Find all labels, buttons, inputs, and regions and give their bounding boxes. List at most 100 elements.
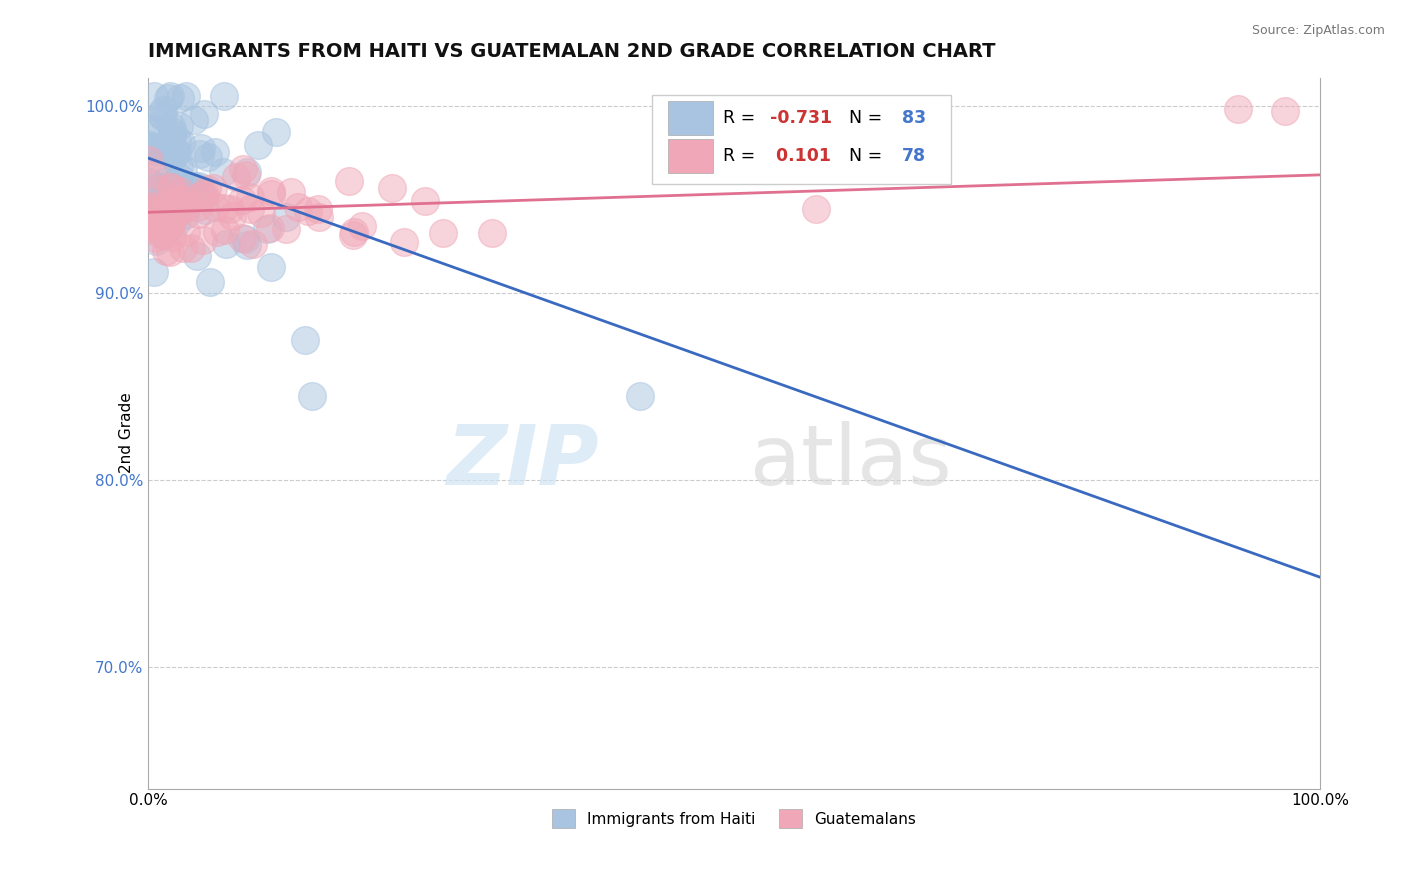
Point <box>138 175 160 189</box>
Point <box>138 140 160 154</box>
Text: N =: N = <box>838 147 889 165</box>
Point <box>142 218 165 232</box>
Point <box>337 174 360 188</box>
Point <box>162 181 184 195</box>
Point <box>159 119 181 133</box>
Point <box>174 199 197 213</box>
Point <box>193 189 215 203</box>
Point <box>174 208 197 222</box>
Point <box>246 138 269 153</box>
Text: Source: ZipAtlas.com: Source: ZipAtlas.com <box>1251 24 1385 37</box>
Point <box>187 200 209 214</box>
Point <box>152 110 174 124</box>
Point <box>190 140 212 154</box>
Text: 0.101: 0.101 <box>770 147 831 165</box>
Point <box>193 107 215 121</box>
Point <box>149 107 172 121</box>
Point <box>160 187 183 202</box>
Point <box>212 89 235 103</box>
Point <box>160 216 183 230</box>
Point <box>174 89 197 103</box>
Point <box>167 170 190 185</box>
Text: -0.731: -0.731 <box>770 110 832 128</box>
Point <box>162 150 184 164</box>
Point <box>143 222 166 236</box>
Point <box>308 211 330 225</box>
Point <box>152 103 174 118</box>
Point <box>350 219 373 233</box>
Point <box>184 178 207 193</box>
Text: IMMIGRANTS FROM HAITI VS GUATEMALAN 2ND GRADE CORRELATION CHART: IMMIGRANTS FROM HAITI VS GUATEMALAN 2ND … <box>148 42 995 61</box>
Point <box>193 233 215 247</box>
FancyBboxPatch shape <box>668 102 713 136</box>
Point <box>187 207 209 221</box>
Point <box>232 161 254 176</box>
Point <box>150 190 173 204</box>
Point <box>180 241 202 255</box>
Point <box>260 186 283 201</box>
Point <box>235 165 257 179</box>
Point <box>159 136 181 150</box>
Point <box>413 194 436 209</box>
Point <box>297 203 319 218</box>
Point <box>211 165 233 179</box>
Point <box>239 190 262 204</box>
Point <box>176 225 198 239</box>
Point <box>166 206 188 220</box>
Text: R =: R = <box>724 147 761 165</box>
Point <box>197 150 219 164</box>
Point <box>184 186 207 200</box>
Point <box>143 212 166 227</box>
Point <box>156 214 179 228</box>
Point <box>167 119 190 133</box>
Point <box>214 237 236 252</box>
Point <box>186 249 208 263</box>
Point <box>159 89 181 103</box>
Point <box>392 235 415 249</box>
Point <box>153 218 176 232</box>
Point <box>163 143 186 157</box>
Point <box>280 186 302 200</box>
Y-axis label: 2nd Grade: 2nd Grade <box>120 392 134 474</box>
Point <box>146 180 169 194</box>
FancyBboxPatch shape <box>652 95 950 185</box>
Point <box>145 219 167 233</box>
Text: 78: 78 <box>901 147 925 165</box>
Point <box>169 184 191 198</box>
Point <box>256 222 278 236</box>
Point <box>225 169 247 184</box>
Point <box>150 226 173 240</box>
Point <box>432 226 454 240</box>
Point <box>194 188 217 202</box>
Point <box>274 221 297 235</box>
Point <box>155 244 177 259</box>
Point <box>143 231 166 245</box>
Point <box>260 260 283 274</box>
Text: atlas: atlas <box>751 421 952 502</box>
Point <box>170 136 193 151</box>
Point <box>141 214 163 228</box>
Point <box>163 176 186 190</box>
Point <box>165 216 187 230</box>
Point <box>139 199 162 213</box>
Point <box>249 206 271 220</box>
Point <box>188 147 211 161</box>
Point <box>242 237 264 252</box>
Point <box>212 201 235 215</box>
Point <box>181 179 204 194</box>
Point <box>162 125 184 139</box>
Point <box>159 193 181 207</box>
Point <box>202 181 225 195</box>
Point <box>146 121 169 136</box>
Point <box>165 181 187 195</box>
Point <box>152 186 174 200</box>
Point <box>172 161 194 176</box>
Point <box>163 201 186 215</box>
Point <box>381 181 404 195</box>
Point <box>343 225 366 239</box>
Point <box>167 159 190 173</box>
Point <box>157 211 180 225</box>
Point <box>166 145 188 159</box>
Point <box>141 202 163 217</box>
Point <box>162 196 184 211</box>
